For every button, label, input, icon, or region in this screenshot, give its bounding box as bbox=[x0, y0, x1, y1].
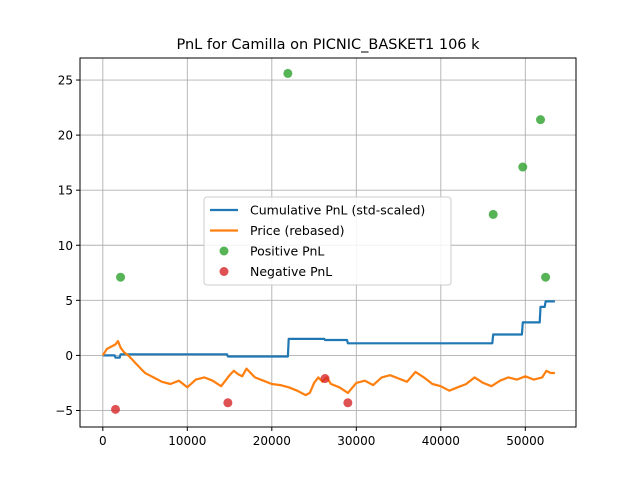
legend-cumulative-pnl-label: Cumulative PnL (std-scaled) bbox=[250, 203, 425, 218]
legend-negative-pnl-label: Negative PnL bbox=[250, 264, 332, 279]
axis-ticks: 0 10000 20000 30000 40000 50000 −5 0 5 10 15 20 25 bbox=[55, 74, 544, 448]
scatter-layer bbox=[110, 68, 551, 414]
legend-price-label: Price (rebased) bbox=[250, 223, 345, 238]
negative-pnl-point bbox=[320, 374, 330, 384]
y-tick-label: 0 bbox=[65, 349, 73, 363]
legend: Cumulative PnL (std-scaled) Price (rebase… bbox=[203, 196, 452, 286]
y-tick-label: 25 bbox=[58, 74, 73, 88]
cumulative-pnl-line bbox=[102, 300, 555, 359]
x-tick-label: 50000 bbox=[506, 434, 544, 448]
legend-box bbox=[203, 196, 452, 286]
positive-pnl-point bbox=[541, 272, 551, 282]
x-tick-label: 40000 bbox=[422, 434, 460, 448]
legend-positive-pnl-swatch bbox=[219, 246, 229, 256]
grid-lines bbox=[80, 58, 576, 427]
negative-pnl-point bbox=[343, 398, 353, 408]
y-tick-label: 10 bbox=[58, 239, 73, 253]
chart-title: PnL for Camilla on PICNIC_BASKET1 106 k bbox=[176, 37, 480, 53]
y-tick-label: −5 bbox=[55, 404, 73, 418]
x-tick-label: 0 bbox=[99, 434, 107, 448]
legend-negative-pnl-swatch bbox=[219, 267, 229, 276]
positive-pnl-point bbox=[116, 272, 126, 282]
positive-pnl-point bbox=[536, 115, 546, 125]
y-tick-label: 20 bbox=[58, 129, 73, 143]
negative-pnl-point bbox=[110, 404, 120, 414]
legend-positive-pnl-label: Positive PnL bbox=[250, 244, 324, 259]
y-tick-label: 5 bbox=[65, 294, 73, 308]
price-line bbox=[101, 340, 555, 397]
x-tick-label: 10000 bbox=[168, 434, 206, 448]
y-tick-label: 15 bbox=[58, 184, 73, 198]
x-tick-label: 20000 bbox=[253, 434, 291, 448]
positive-pnl-point bbox=[488, 209, 498, 219]
positive-pnl-point bbox=[518, 162, 528, 172]
positive-pnl-point bbox=[283, 68, 293, 78]
plot-frame bbox=[79, 57, 577, 428]
series-layer bbox=[101, 300, 555, 397]
x-tick-label: 30000 bbox=[337, 434, 375, 448]
negative-pnl-point bbox=[223, 398, 233, 408]
